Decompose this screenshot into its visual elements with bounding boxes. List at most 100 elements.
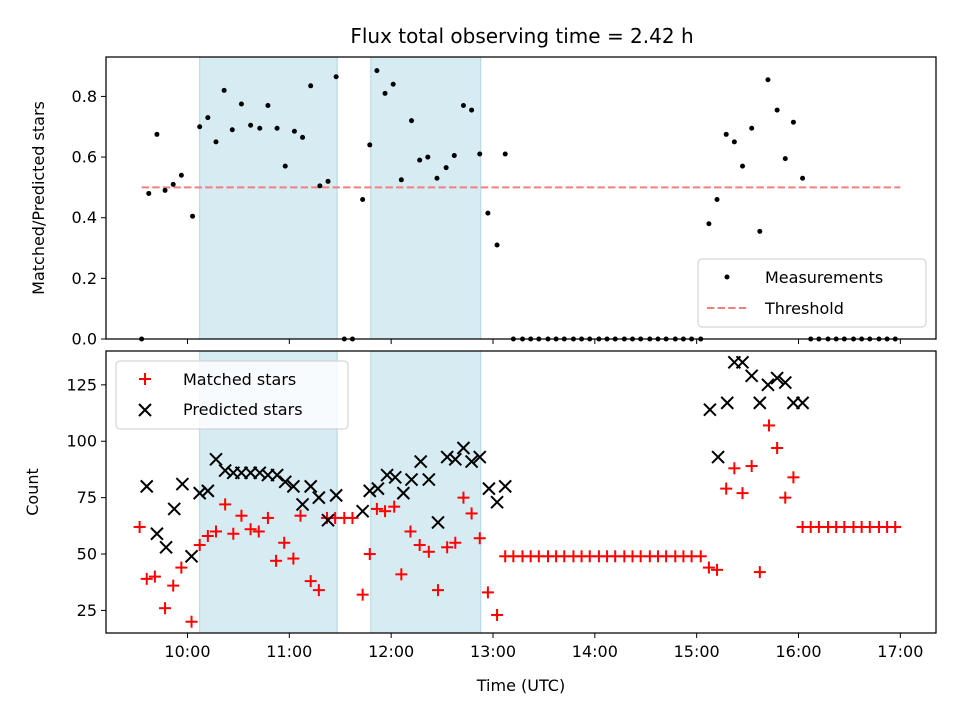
predicted-stars-point [744, 369, 759, 383]
matched-stars-point [148, 570, 161, 583]
x-tick-label: 11:00 [266, 642, 312, 661]
predicted-stars-point [770, 371, 784, 385]
measurements-point [714, 197, 720, 203]
predicted-stars-point [413, 454, 428, 469]
matched-stars-point [363, 548, 376, 561]
y-tick-label: 100 [66, 432, 97, 451]
x-tick-label: 17:00 [877, 642, 923, 661]
matched-stars-point [346, 511, 359, 524]
ratio-panel: 0.00.20.40.60.8 Matched/Predicted stars … [29, 56, 937, 349]
measurements-point [325, 178, 331, 184]
measurements-point [706, 221, 712, 227]
matched-stars-point [711, 563, 724, 576]
predicted-stars-point [295, 497, 310, 512]
measurements-point [374, 68, 380, 74]
matched-stars-point [294, 509, 307, 522]
measurements-point [162, 187, 168, 193]
matched-stars-point [235, 509, 248, 522]
predicted-stars-point [312, 490, 326, 505]
matched-stars-point [185, 615, 198, 628]
matched-stars-point [449, 536, 462, 549]
matched-stars-point [193, 539, 206, 552]
matched-stars-point [140, 572, 153, 585]
predicted-stars-point [422, 472, 436, 487]
measurements-point [333, 74, 339, 80]
predicted-stars-point [321, 513, 335, 527]
predicted-stars-point [363, 484, 377, 498]
measurements-point [265, 103, 271, 109]
matched-stars-point [694, 550, 707, 563]
predicted-stars-point [431, 515, 445, 530]
measurements-point [434, 175, 440, 181]
measurements-point [790, 119, 796, 125]
predicted-stars-point [371, 481, 385, 496]
measurements-point [282, 163, 288, 169]
measurements-point [238, 101, 244, 107]
x-tick-label: 14:00 [572, 642, 618, 661]
ratio-panel-x-ticks [186, 339, 901, 344]
predicted-stars-point [159, 540, 173, 554]
count-panel-legend: Matched stars Predicted stars [115, 360, 349, 430]
measurements-point [213, 139, 219, 145]
predicted-stars-point [150, 527, 164, 541]
matched-stars-point [287, 552, 300, 565]
ratio-panel-y-ticks: 0.0 0.2 0.4 0.6 0.8 [72, 87, 106, 349]
count-panel-y-ticks: 25 50 75 100 125 [66, 375, 106, 620]
matched-stars-point [261, 511, 274, 524]
x-tick-label: 10:00 [164, 642, 210, 661]
matched-stars-point [304, 575, 317, 588]
count-panel-frame [105, 350, 937, 634]
predicted-stars-point [396, 486, 411, 500]
measurements-point [757, 228, 763, 234]
matched-stars-point [159, 602, 172, 615]
count-panel-y-axis-label: Count [23, 468, 42, 516]
matched-stars-point [252, 525, 265, 538]
legend-predicted-label: Predicted stars [183, 400, 303, 419]
predicted-stars-point [795, 396, 810, 410]
x-tick-label: 15:00 [674, 642, 720, 661]
matched-stars-point [465, 507, 478, 520]
measurements-point [469, 107, 475, 113]
measurements-point [221, 87, 227, 93]
measurements-point [291, 128, 297, 134]
matched-stars-point [720, 482, 733, 495]
y-tick-label: 25 [77, 601, 97, 620]
matched-stars-point [736, 487, 749, 500]
predicted-stars-point [209, 452, 223, 466]
measurements-point [451, 153, 457, 159]
legend-matched-label: Matched stars [183, 370, 296, 389]
matched-stars-point [787, 471, 800, 484]
shaded-interval-1 [199, 56, 338, 340]
matched-stars-point [209, 525, 222, 538]
predicted-stars-point [167, 502, 181, 516]
ratio-panel-points [139, 68, 898, 342]
predicted-stars-point [473, 450, 487, 464]
ratio-panel-y-axis-label: Matched/Predicted stars [29, 101, 48, 295]
shaded-interval-2 [370, 350, 482, 634]
measurements-point [731, 139, 737, 145]
measurements-point [782, 156, 788, 162]
matched-stars-point [167, 579, 180, 592]
matched-stars-point [312, 584, 325, 597]
predicted-stars-point [440, 450, 454, 464]
predicted-stars-point [278, 475, 292, 489]
predicted-stars-point [490, 495, 504, 509]
matched-stars-point [244, 523, 257, 536]
count-panel-x-ticks: 10:00 11:00 12:00 13:00 14:00 15:00 16:00 17:00 [164, 633, 923, 661]
measurements-point [477, 151, 483, 157]
predicted-stars-point [380, 468, 394, 482]
measurements-point [257, 125, 263, 131]
measurements-point [154, 131, 160, 137]
measurements-point [502, 151, 508, 157]
matched-stars-point [270, 554, 283, 567]
measurements-point [409, 118, 415, 124]
count-legend-box [115, 360, 349, 430]
matched-stars-point [481, 586, 494, 599]
matched-stars-point [728, 462, 741, 475]
measurements-point [460, 103, 466, 109]
measurements-point [443, 165, 449, 171]
measurements-point [205, 115, 211, 121]
predicted-stars-point [703, 402, 717, 417]
y-tick-label: 125 [66, 375, 97, 394]
predicted-stars-point [329, 488, 343, 503]
